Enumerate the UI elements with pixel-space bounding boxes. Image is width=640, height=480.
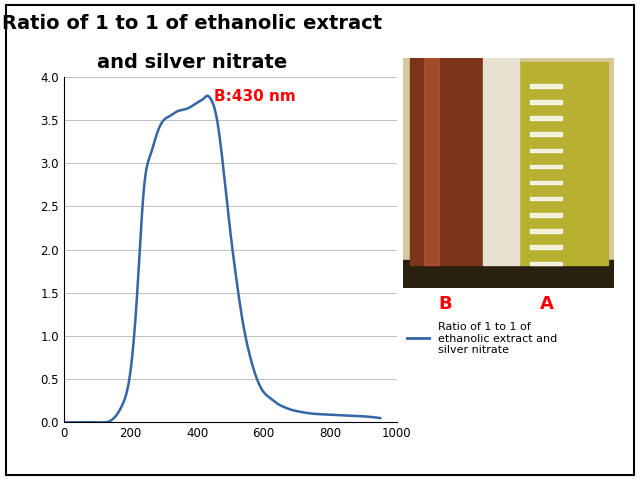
Bar xyxy=(403,260,614,288)
Bar xyxy=(530,116,562,120)
Text: B:430 nm: B:430 nm xyxy=(214,89,296,104)
Text: Ratio of 1 to 1 of ethanolic extract: Ratio of 1 to 1 of ethanolic extract xyxy=(2,14,382,34)
Text: B: B xyxy=(438,295,452,313)
Bar xyxy=(483,58,520,265)
Bar xyxy=(424,58,439,265)
Bar xyxy=(530,213,562,216)
Text: and silver nitrate: and silver nitrate xyxy=(97,53,287,72)
Bar xyxy=(530,100,562,104)
Bar xyxy=(530,262,562,265)
Bar xyxy=(530,229,562,233)
Bar xyxy=(410,58,483,265)
Bar xyxy=(530,149,562,152)
Bar xyxy=(520,62,608,265)
Bar xyxy=(530,165,562,168)
Legend: Ratio of 1 to 1 of
ethanolic extract and
silver nitrate: Ratio of 1 to 1 of ethanolic extract and… xyxy=(403,318,562,360)
Bar xyxy=(530,84,562,87)
Bar xyxy=(530,181,562,184)
Bar xyxy=(530,132,562,136)
Text: A: A xyxy=(540,295,554,313)
Bar xyxy=(530,245,562,249)
Bar xyxy=(530,197,562,201)
